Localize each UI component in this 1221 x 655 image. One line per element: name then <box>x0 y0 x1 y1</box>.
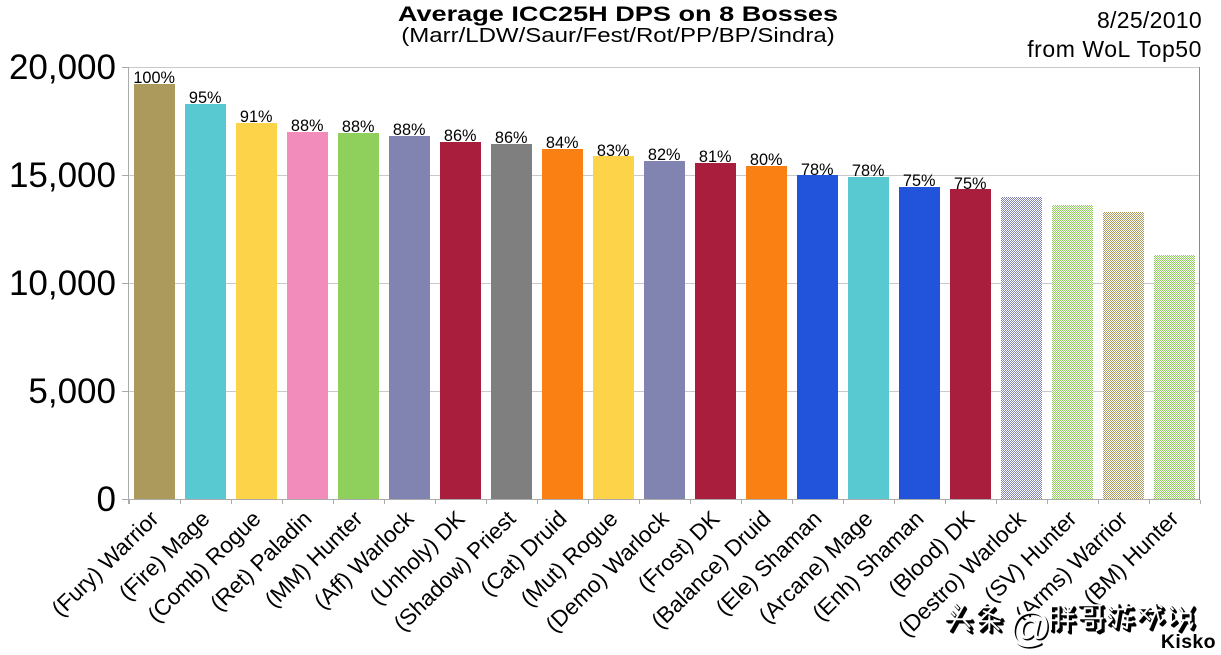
svg-text:@: @ <box>1010 605 1053 652</box>
svg-text:Kisko: Kisko <box>1161 631 1216 653</box>
svg-text:@: @ <box>1009 604 1052 651</box>
